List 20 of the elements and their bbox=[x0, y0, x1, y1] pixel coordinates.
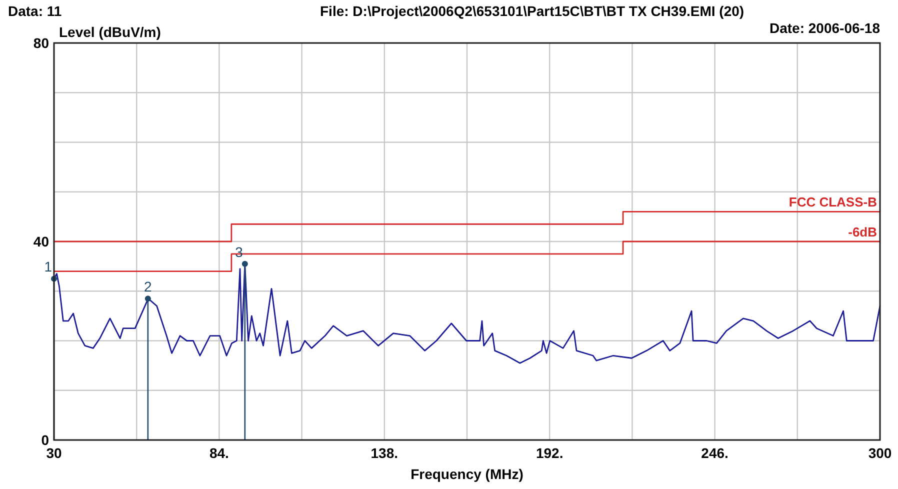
x-tick-label: 192. bbox=[536, 445, 564, 461]
point bbox=[144, 296, 151, 302]
y-tick-label: 80 bbox=[33, 34, 50, 51]
series-label: -6dB bbox=[848, 224, 877, 240]
x-axis-title: Frequency (MHz) bbox=[410, 466, 524, 482]
text: Data: 11 bbox=[8, 3, 62, 19]
text: File: D:\Project\2006Q2\653101\Part15C\BT\BT TX CH39.EMI (20) bbox=[320, 3, 744, 19]
annotation: 1 bbox=[44, 258, 52, 275]
text: Date: 2006-06-18 bbox=[769, 20, 880, 36]
series-label: FCC CLASS-B bbox=[788, 194, 877, 210]
y-tick-label: 40 bbox=[33, 233, 50, 250]
x-tick-label: 300 bbox=[868, 445, 892, 461]
x-tick-label: 138. bbox=[370, 445, 398, 461]
x-tick-label: 84. bbox=[209, 445, 229, 461]
point bbox=[242, 260, 248, 267]
annotation: 2 bbox=[144, 278, 152, 295]
x-tick-label: 30 bbox=[46, 445, 62, 461]
y-axis-title: Level (dBuV/m) bbox=[59, 24, 161, 40]
x-tick-label: 246. bbox=[701, 445, 728, 461]
y-tick-label: 0 bbox=[41, 432, 50, 448]
